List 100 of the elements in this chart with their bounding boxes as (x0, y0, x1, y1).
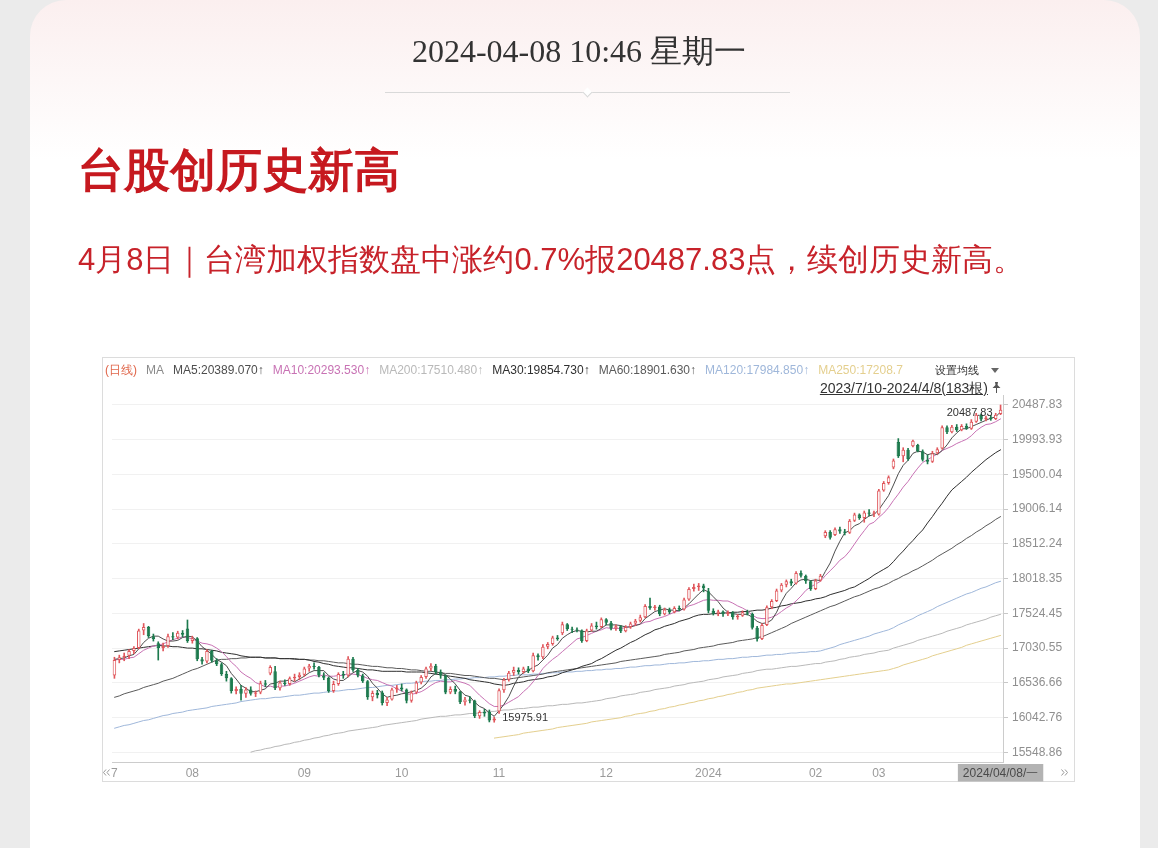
y-tick-label: 15548.86 (1012, 744, 1063, 759)
candlestick (210, 649, 214, 663)
y-tick-label: 16042.76 (1012, 709, 1063, 724)
text: 设置均线 (935, 363, 979, 378)
x-tick-label: 03 (872, 765, 886, 780)
candlestick (458, 690, 462, 704)
candlestick (804, 574, 808, 584)
candlestick (911, 439, 915, 448)
text: MA250:17208.7 (818, 362, 903, 378)
candlestick (638, 614, 643, 623)
x-tick-label: 11 (492, 765, 506, 780)
candlestick (151, 633, 156, 642)
candlestick (628, 621, 633, 629)
y-tick-label: 18512.24 (1012, 536, 1063, 551)
candlestick (507, 670, 511, 682)
candlestick (755, 625, 759, 642)
candlestick (278, 680, 282, 691)
candlestick (380, 690, 384, 706)
candlestick (964, 423, 969, 430)
candlestick (784, 579, 789, 588)
candlestick (239, 685, 243, 701)
candlestick (565, 623, 569, 631)
candlestick (765, 605, 769, 626)
candlestick (619, 625, 623, 633)
y-tick-label: 19500.04 (1012, 466, 1063, 481)
candlestick (799, 570, 803, 578)
candlestick (346, 656, 350, 678)
text: 2024-04-08 10:46 星期一 (410, 32, 748, 71)
candlestick (244, 687, 248, 698)
candlestick (453, 685, 458, 695)
candlestick (268, 665, 272, 676)
candlestick (877, 488, 881, 516)
candlestick (916, 443, 920, 453)
annotation: 20487.83 (946, 405, 993, 418)
candlestick (385, 696, 389, 707)
candlestick (521, 666, 526, 674)
text: MA5:20389.070↑ (173, 362, 264, 378)
candlestick (356, 668, 360, 678)
candlestick (438, 669, 443, 679)
chart-title: 台股创历史新高 (78, 144, 400, 196)
candlestick (424, 666, 428, 679)
candlestick (317, 666, 321, 678)
candlestick (940, 425, 944, 450)
candlestick (132, 646, 136, 655)
x-tick-label: 10 (395, 765, 409, 780)
candlestick (419, 675, 423, 685)
candlestick (667, 607, 672, 614)
candlestick (541, 644, 545, 659)
candlestick (604, 618, 608, 626)
candlestick (249, 686, 253, 696)
x-tick-label: 7 (111, 765, 119, 780)
text: MA60:18901.630↑ (598, 362, 697, 378)
candlestick (492, 716, 496, 723)
text: MA10:20293.530↑ (272, 362, 371, 378)
y-tick-label: 19993.93 (1012, 432, 1063, 447)
candlestick (794, 571, 798, 585)
candlestick (502, 678, 506, 693)
candlestick (137, 628, 141, 650)
candlestick (760, 623, 764, 640)
y-tick-label: 20487.83 (1012, 397, 1063, 412)
x-tick-label: 09 (297, 765, 312, 780)
annotation: 15975.91 (502, 711, 549, 724)
y-tick-label: 18018.35 (1012, 570, 1063, 585)
text: MA (146, 362, 164, 378)
candlestick (945, 425, 949, 434)
candlestick (580, 629, 584, 643)
candlestick (950, 424, 954, 434)
text: (日线) (105, 362, 137, 378)
candlestick (687, 587, 691, 601)
candlestick (906, 448, 910, 461)
candlestick (166, 633, 170, 648)
candlestick (399, 683, 404, 692)
y-tick-label: 16536.66 (1012, 675, 1063, 690)
candlestick (273, 666, 277, 690)
candlestick (395, 685, 399, 693)
y-tick-label: 17524.45 (1012, 605, 1063, 620)
candlestick (511, 666, 516, 676)
candlestick (117, 654, 122, 664)
chart-subtitle: 4月8日｜台湾加权指数盘中涨约0.7%报20487.83点，续创历史新高。 (78, 241, 1026, 280)
candlestick (833, 527, 837, 536)
candlestick (682, 597, 686, 611)
x-tick-label: 12 (599, 765, 614, 780)
text: MA30:19854.730↑ (492, 362, 590, 378)
candlestick (127, 649, 131, 659)
text: MA200:17510.480↑ (379, 362, 484, 378)
candlestick (984, 415, 988, 422)
candlestick (711, 608, 716, 616)
candlestick (901, 447, 905, 463)
x-tick-label: 2024 (695, 765, 723, 780)
candlestick (740, 610, 745, 617)
candlestick (205, 649, 209, 664)
candlestick (141, 623, 146, 636)
y-tick-label: 19006.14 (1012, 501, 1063, 516)
annotation: 2023/7/10-2024/4/8(183根) (819, 380, 988, 396)
candlestick (828, 530, 832, 540)
candlestick (497, 688, 501, 714)
candlestick (643, 604, 647, 619)
candlestick (609, 621, 613, 631)
candlestick (195, 637, 199, 662)
candlestick (463, 696, 467, 706)
